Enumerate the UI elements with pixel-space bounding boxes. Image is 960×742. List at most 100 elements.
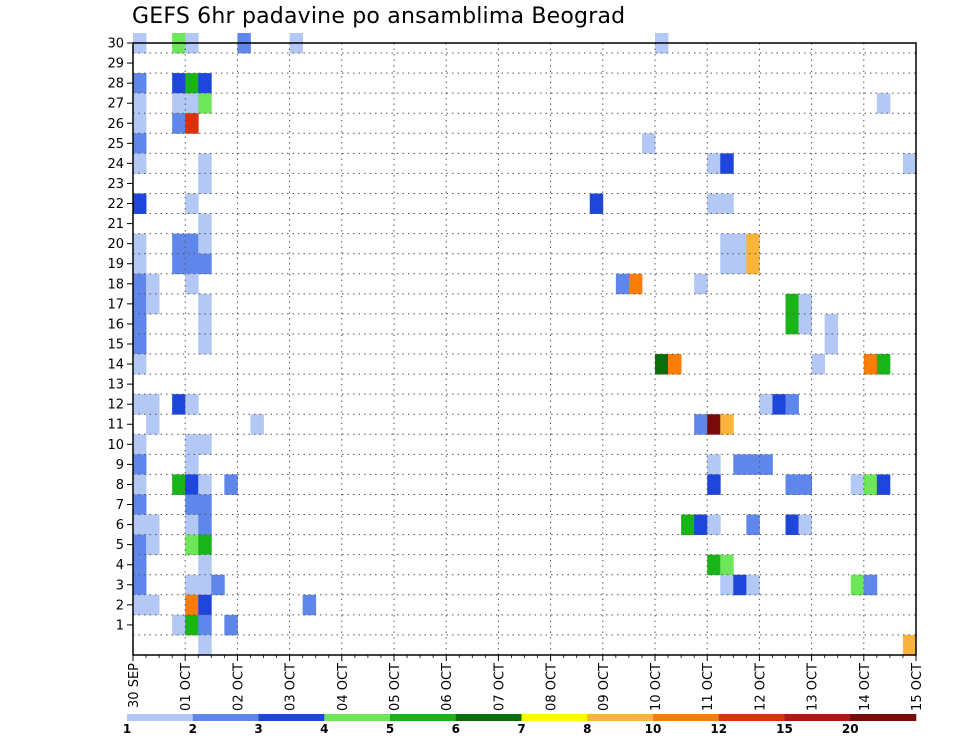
heatmap-cell: [172, 253, 186, 275]
heatmap-cell: [824, 333, 839, 355]
heatmap-cell: [707, 193, 721, 214]
y-tick-label: 1: [116, 618, 124, 633]
y-tick-label: 12: [107, 398, 124, 413]
x-tick-label: 02 OCT: [231, 663, 246, 711]
y-tick-label: 15: [107, 337, 124, 352]
heatmap-cell: [720, 414, 734, 435]
colorbar-label: 4: [320, 722, 328, 736]
heatmap-cell: [876, 93, 891, 114]
heatmap-cell: [733, 233, 747, 255]
heatmap-cell: [785, 313, 799, 335]
heatmap-cell: [589, 193, 604, 214]
heatmap-cell: [198, 293, 212, 315]
heatmap-cell: [198, 594, 212, 616]
colorbar-label: 15: [776, 722, 793, 736]
y-tick-label: 27: [107, 97, 124, 112]
heatmap-cell: [785, 474, 799, 495]
y-tick-label: 16: [107, 317, 124, 332]
heatmap-cell: [198, 574, 212, 596]
heatmap-cell: [198, 333, 212, 355]
heatmap-cell: [146, 594, 160, 616]
colorbar-swatch: [258, 714, 325, 721]
y-tick-label: 30: [107, 37, 124, 52]
heatmap-cell: [133, 113, 147, 134]
x-tick-label: 03 OCT: [284, 663, 299, 711]
x-tick-label: 11 OCT: [701, 663, 716, 711]
heatmap-cell: [615, 273, 630, 295]
heatmap-cell: [707, 414, 721, 435]
heatmap-cell: [198, 474, 212, 495]
heatmap-cell: [641, 133, 656, 154]
heatmap-cell: [185, 494, 199, 515]
heatmap-cell: [720, 253, 734, 275]
heatmap-cell: [146, 414, 160, 435]
y-tick-label: 5: [116, 538, 124, 553]
heatmap-cell: [628, 273, 643, 295]
heatmap-cell: [707, 454, 721, 475]
heatmap-cell: [733, 253, 747, 275]
heatmap-cell: [146, 514, 160, 536]
heatmap-cell: [198, 634, 212, 656]
heatmap-cell: [850, 574, 865, 596]
heatmap-cell: [811, 354, 826, 375]
heatmap-cell: [733, 574, 747, 596]
y-tick-label: 4: [116, 558, 124, 573]
heatmap-cell: [198, 253, 212, 275]
heatmap-cell: [198, 153, 212, 174]
heatmap-cell: [720, 554, 734, 576]
heatmap-cell: [133, 193, 147, 214]
heatmap-cell: [133, 253, 147, 275]
heatmap-cell: [250, 414, 264, 435]
heatmap-cell: [224, 614, 238, 636]
heatmap-cell: [746, 233, 760, 255]
colorbar-label: 5: [386, 722, 394, 736]
y-tick-label: 24: [107, 157, 124, 172]
heatmap-cell: [133, 554, 147, 576]
heatmap-cell: [198, 93, 212, 114]
x-tick-label: 13 OCT: [806, 663, 821, 711]
heatmap-cell: [198, 494, 212, 515]
heatmap-cell: [798, 293, 812, 315]
x-tick-label: 09 OCT: [597, 663, 612, 711]
y-tick-label: 2: [116, 598, 124, 613]
heatmap-cell: [185, 614, 199, 636]
heatmap-cell: [198, 233, 212, 255]
colorbar-swatch: [324, 714, 391, 721]
y-tick-label: 19: [107, 257, 124, 272]
heatmap-cell: [694, 514, 708, 536]
heatmap-cell: [198, 313, 212, 335]
heatmap-cell: [185, 454, 199, 475]
heatmap-cell: [198, 554, 212, 576]
heatmap-cell: [746, 454, 760, 475]
heatmap-cell: [772, 394, 786, 415]
x-tick-label: 05 OCT: [388, 663, 403, 711]
heatmap-cell: [798, 474, 812, 495]
heatmap-cell: [172, 614, 186, 636]
heatmap-cell: [133, 534, 147, 556]
colorbar-label: 8: [583, 722, 591, 736]
colorbar-label: 7: [517, 722, 525, 736]
y-tick-label: 13: [107, 378, 124, 393]
colorbar-label: 20: [842, 722, 859, 736]
heatmap-cell: [146, 273, 160, 295]
colorbar-label: 2: [189, 722, 197, 736]
heatmap-cell: [224, 474, 238, 495]
heatmap-cell: [785, 514, 799, 536]
y-tick-label: 29: [107, 57, 124, 72]
heatmap-cell: [302, 594, 317, 616]
heatmap-cell: [133, 394, 147, 415]
heatmap-cell: [133, 354, 147, 375]
heatmap-cell: [707, 153, 721, 174]
heatmap-cell: [707, 554, 721, 576]
heatmap-cell: [172, 73, 186, 94]
colorbar-swatch: [390, 714, 457, 721]
y-tick-label: 7: [116, 498, 124, 513]
colorbar-label: 3: [254, 722, 262, 736]
colorbar-swatch: [850, 714, 917, 721]
colorbar-label: 1: [123, 722, 131, 736]
heatmap-cell: [746, 253, 760, 275]
colorbar-swatch: [192, 714, 259, 721]
heatmap-cell: [146, 394, 160, 415]
heatmap-cell: [198, 173, 212, 194]
x-tick-label: 10 OCT: [649, 663, 664, 711]
